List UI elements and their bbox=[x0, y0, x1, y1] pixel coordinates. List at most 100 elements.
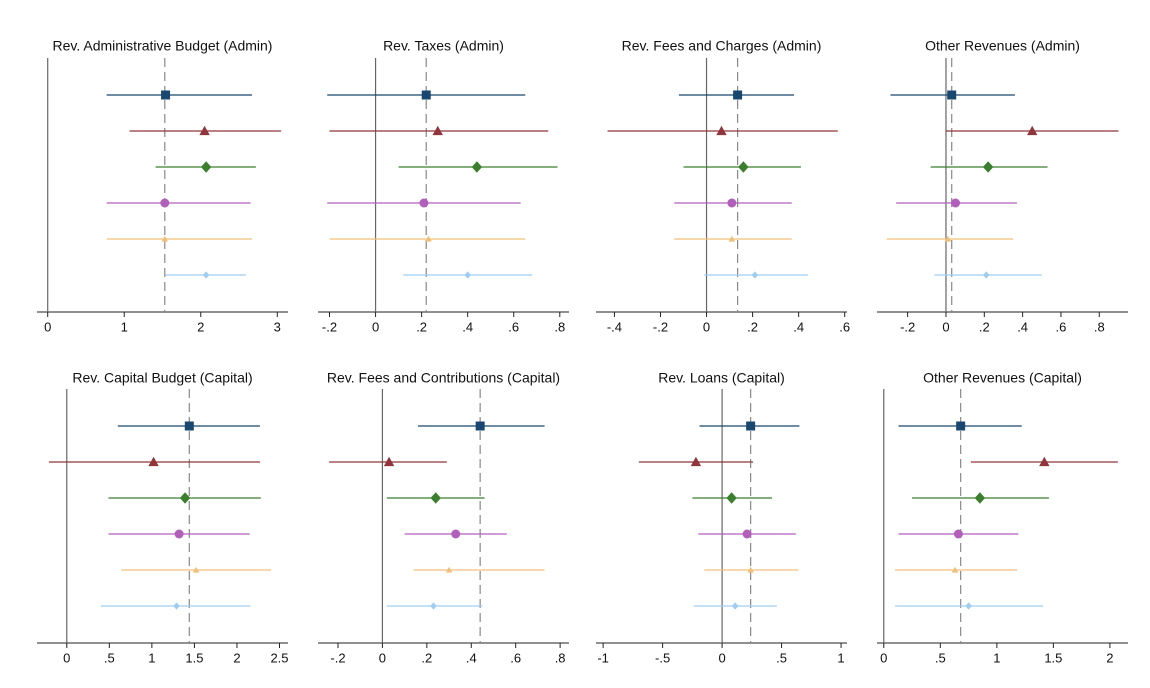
panel-title: Rev. Loans (Capital) bbox=[658, 370, 785, 386]
x-tick-label: .6 bbox=[508, 319, 519, 334]
panel-title: Other Revenues (Capital) bbox=[923, 370, 1082, 386]
x-tick-label: .2 bbox=[747, 319, 758, 334]
panel-title: Rev. Taxes (Admin) bbox=[383, 38, 504, 54]
marker bbox=[202, 271, 210, 279]
marker bbox=[192, 566, 200, 573]
x-tick-label: 0 bbox=[880, 650, 887, 665]
marker bbox=[727, 198, 737, 208]
x-tick-label: 0 bbox=[703, 319, 710, 334]
x-tick-label: 2 bbox=[233, 650, 240, 665]
marker bbox=[982, 271, 990, 279]
marker bbox=[951, 566, 959, 573]
x-tick-label: -.2 bbox=[322, 319, 337, 334]
panel-title: Rev. Administrative Budget (Admin) bbox=[53, 38, 273, 54]
x-tick-label: .8 bbox=[555, 650, 566, 665]
x-tick-label: 3 bbox=[274, 319, 281, 334]
marker bbox=[471, 161, 483, 173]
x-tick-label: 0 bbox=[942, 319, 949, 334]
marker bbox=[445, 566, 453, 573]
x-tick-label: 0 bbox=[63, 650, 70, 665]
marker bbox=[148, 456, 159, 467]
marker bbox=[451, 529, 461, 539]
marker bbox=[179, 492, 191, 504]
x-tick-label: .8 bbox=[554, 319, 565, 334]
x-tick-label: 2.5 bbox=[270, 650, 288, 665]
marker bbox=[200, 161, 212, 173]
marker bbox=[731, 602, 739, 610]
panel-title: Other Revenues (Admin) bbox=[925, 38, 1080, 54]
marker bbox=[951, 198, 961, 208]
marker bbox=[173, 602, 180, 610]
marker bbox=[161, 235, 169, 242]
marker bbox=[1039, 456, 1050, 467]
marker bbox=[160, 198, 170, 208]
x-tick-label: .8 bbox=[1094, 319, 1105, 334]
marker bbox=[432, 125, 443, 136]
x-tick-label: .4 bbox=[462, 319, 473, 334]
x-tick-label: 1.5 bbox=[185, 650, 203, 665]
marker bbox=[974, 492, 986, 504]
marker bbox=[982, 161, 994, 173]
marker bbox=[419, 198, 429, 208]
x-tick-label: .5 bbox=[104, 650, 115, 665]
marker bbox=[728, 235, 736, 242]
x-tick-label: 0 bbox=[379, 650, 386, 665]
marker bbox=[742, 529, 752, 539]
x-tick-label: 0 bbox=[372, 319, 379, 334]
marker bbox=[956, 421, 966, 431]
x-tick-label: .4 bbox=[793, 319, 804, 334]
marker bbox=[953, 529, 963, 539]
marker bbox=[430, 602, 437, 610]
marker bbox=[716, 125, 727, 136]
x-tick-label: .2 bbox=[421, 650, 432, 665]
x-tick-label: .6 bbox=[510, 650, 521, 665]
marker bbox=[746, 421, 756, 431]
x-tick-label: 2 bbox=[197, 319, 204, 334]
marker bbox=[464, 271, 471, 279]
x-tick-label: 1 bbox=[837, 650, 844, 665]
marker bbox=[425, 235, 432, 242]
x-tick-label: -.2 bbox=[900, 319, 915, 334]
x-tick-label: .2 bbox=[416, 319, 427, 334]
marker bbox=[161, 90, 171, 100]
marker bbox=[184, 421, 194, 431]
marker bbox=[430, 492, 441, 504]
marker bbox=[947, 90, 957, 100]
x-tick-label: 0 bbox=[44, 319, 51, 334]
marker bbox=[199, 125, 210, 136]
marker bbox=[174, 529, 184, 539]
x-tick-label: 1 bbox=[148, 650, 155, 665]
x-tick-label: .4 bbox=[1017, 319, 1028, 334]
marker bbox=[726, 492, 737, 504]
marker bbox=[733, 90, 743, 100]
x-tick-label: .6 bbox=[1056, 319, 1067, 334]
marker bbox=[747, 566, 754, 573]
marker bbox=[1026, 125, 1038, 136]
x-tick-label: 1 bbox=[993, 650, 1000, 665]
panel-title: Rev. Fees and Contributions (Capital) bbox=[327, 370, 560, 386]
x-tick-label: -.2 bbox=[653, 319, 668, 334]
x-tick-label: .2 bbox=[979, 319, 990, 334]
panel-title: Rev. Capital Budget (Capital) bbox=[72, 370, 252, 386]
marker bbox=[475, 421, 485, 431]
x-tick-label: -.4 bbox=[607, 319, 622, 334]
x-tick-label: 0 bbox=[718, 650, 725, 665]
marker bbox=[690, 456, 702, 467]
x-tick-label: -.5 bbox=[655, 650, 670, 665]
x-tick-label: .5 bbox=[776, 650, 787, 665]
marker bbox=[421, 90, 431, 100]
panel-title: Rev. Fees and Charges (Admin) bbox=[622, 38, 822, 54]
marker bbox=[383, 456, 395, 467]
x-tick-label: .6 bbox=[839, 319, 850, 334]
x-tick-label: 1 bbox=[121, 319, 128, 334]
marker bbox=[738, 161, 749, 173]
marker bbox=[751, 271, 759, 279]
x-tick-label: 2 bbox=[1106, 650, 1113, 665]
marker bbox=[965, 602, 972, 610]
x-tick-label: .5 bbox=[935, 650, 946, 665]
x-tick-label: -1 bbox=[597, 650, 609, 665]
marker bbox=[944, 235, 952, 242]
x-tick-label: -.2 bbox=[330, 650, 345, 665]
x-tick-label: 1.5 bbox=[1044, 650, 1062, 665]
